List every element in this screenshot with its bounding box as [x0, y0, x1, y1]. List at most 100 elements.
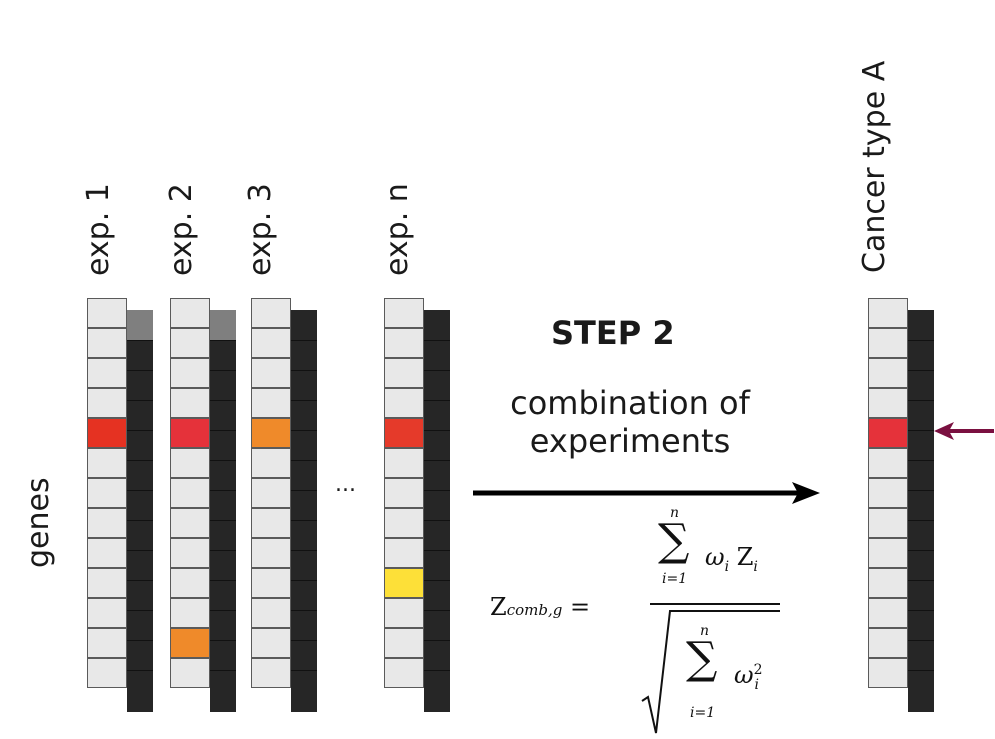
exp-3-label: exp. 3	[243, 183, 278, 276]
score-cell	[127, 490, 153, 520]
score-column	[424, 310, 450, 712]
exp-1-label: exp. 1	[81, 183, 116, 276]
square-root-sign	[641, 610, 780, 734]
score-column	[127, 310, 153, 712]
numerator-sum-sign: ∑	[658, 515, 690, 566]
gene-cell	[384, 568, 424, 598]
experiment-column-1	[87, 298, 153, 712]
gene-cell	[251, 508, 291, 538]
score-cell	[908, 520, 934, 550]
score-cell	[127, 610, 153, 640]
gene-cell	[87, 328, 127, 358]
gene-cell	[87, 418, 127, 448]
gene-cell	[170, 568, 210, 598]
fraction-bar	[650, 603, 780, 605]
gene-cell	[251, 418, 291, 448]
score-cell	[127, 640, 153, 670]
score-cell	[424, 370, 450, 400]
gene-cell	[251, 538, 291, 568]
gene-cell	[868, 478, 908, 508]
gene-cell	[87, 298, 127, 328]
score-cell	[127, 580, 153, 610]
score-cell	[908, 490, 934, 520]
gene-cell	[170, 538, 210, 568]
gene-cell	[87, 478, 127, 508]
gene-cell	[868, 388, 908, 418]
gene-cell	[170, 658, 210, 688]
score-cell	[424, 610, 450, 640]
score-cell	[908, 400, 934, 430]
score-cell	[908, 430, 934, 460]
gene-cell	[868, 418, 908, 448]
denominator-lower-limit: i=1	[690, 705, 716, 721]
denominator-sum-sign: ∑	[686, 633, 718, 684]
ellipsis: ...	[335, 472, 356, 497]
gene-cell	[170, 448, 210, 478]
gene-cell	[868, 298, 908, 328]
score-cell	[210, 640, 236, 670]
score-cell	[210, 670, 236, 700]
score-cell	[210, 550, 236, 580]
gene-cell	[251, 448, 291, 478]
gene-cell	[170, 328, 210, 358]
score-cell	[291, 460, 317, 490]
score-column	[291, 310, 317, 712]
exp-n-label: exp. n	[380, 183, 415, 276]
gene-cell	[87, 508, 127, 538]
gene-cell	[251, 628, 291, 658]
score-cell	[210, 400, 236, 430]
combination-arrow	[473, 482, 820, 504]
exp-2-label: exp. 2	[164, 183, 199, 276]
score-cell	[127, 370, 153, 400]
gene-cell	[384, 478, 424, 508]
score-cell	[291, 430, 317, 460]
score-cell	[908, 550, 934, 580]
score-cell	[291, 490, 317, 520]
score-cell	[908, 580, 934, 610]
step-description-line-2: experiments	[529, 422, 731, 461]
score-cell	[291, 550, 317, 580]
score-cell	[210, 430, 236, 460]
score-cell	[424, 460, 450, 490]
score-cell	[291, 640, 317, 670]
score-cell	[291, 310, 317, 340]
numerator-term: ωi Zi	[705, 543, 758, 575]
score-cell	[291, 340, 317, 370]
gene-cell	[251, 658, 291, 688]
gene-cell	[251, 388, 291, 418]
score-cell	[424, 580, 450, 610]
denominator-upper-limit: n	[700, 623, 710, 639]
step-description: combination of experiments	[480, 384, 780, 461]
score-cell	[424, 340, 450, 370]
score-cell	[424, 490, 450, 520]
score-column	[908, 310, 934, 712]
score-cell	[127, 520, 153, 550]
result-column	[868, 298, 934, 712]
cancer-type-a-label: Cancer type A	[857, 60, 892, 273]
gene-cell	[170, 598, 210, 628]
gene-cell	[87, 568, 127, 598]
step-title: STEP 2	[551, 314, 675, 352]
score-cell	[908, 460, 934, 490]
score-cell	[127, 430, 153, 460]
score-cell	[127, 460, 153, 490]
score-cell	[210, 340, 236, 370]
gene-cell	[868, 598, 908, 628]
score-cell	[424, 640, 450, 670]
score-cell	[908, 370, 934, 400]
score-cell	[291, 520, 317, 550]
score-cell	[424, 430, 450, 460]
score-cell	[210, 460, 236, 490]
gene-cell	[384, 448, 424, 478]
gene-cell	[384, 358, 424, 388]
score-cell	[210, 490, 236, 520]
formula-z-subscript: comb,g	[506, 601, 563, 619]
score-cell	[908, 670, 934, 700]
gene-cell	[87, 538, 127, 568]
score-cell	[127, 550, 153, 580]
gene-cell	[868, 508, 908, 538]
gene-cell	[384, 388, 424, 418]
score-cell	[210, 610, 236, 640]
gene-cell	[251, 358, 291, 388]
gene-cell	[384, 538, 424, 568]
